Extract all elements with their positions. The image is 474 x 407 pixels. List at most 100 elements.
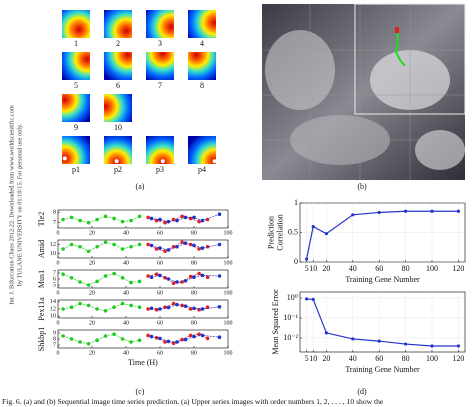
data-point [154,218,159,223]
data-point [120,276,125,280]
data-point [86,249,91,254]
x-tick-label: 100 [224,260,233,266]
x-tick-label: 100 [224,320,233,326]
x-tick-label: 80 [191,230,197,236]
series-line [306,298,459,347]
plot-frame [57,269,229,289]
x-tick-label: 80 [402,264,410,273]
thumbnail-label: 7 [158,81,162,90]
y-tick-label: 8 [53,336,56,342]
y-axis-label: Prediction [266,216,275,249]
y-tick-label: 10⁻² [283,333,298,342]
data-point [146,215,150,220]
data-point [166,305,171,310]
x-tick-label: 20 [89,260,95,266]
data-point [149,334,154,339]
x-tick-label: 5 [305,264,309,273]
data-point [217,242,222,247]
data-point [311,297,315,302]
panel-label: (b) [357,182,367,191]
data-point [69,305,74,310]
x-tick-label: 20 [89,320,95,326]
satellite-image [262,3,466,180]
x-tick-label: 60 [157,230,163,236]
series-line [62,273,140,286]
x-tick-label: 0 [57,290,60,296]
data-point [103,274,108,278]
x-tick-label: 120 [452,264,464,273]
data-point [171,281,176,286]
data-point [137,338,142,343]
data-point [175,244,179,249]
data-point [166,277,171,281]
data-point [192,334,196,339]
data-point [188,274,193,279]
heatmap-thumbnail [188,52,216,80]
data-point [129,303,133,308]
x-tick-label: 100 [224,350,233,356]
data-point [192,243,196,248]
data-point [137,305,142,310]
data-point [120,247,125,251]
series-line [63,215,140,224]
x-tick-label: 100 [426,264,438,273]
x-tick-label: 40 [123,260,129,266]
data-point [158,246,162,250]
data-point [404,342,408,346]
heatmap-thumbnail [104,94,132,122]
x-tick-label: 0 [57,350,60,356]
data-point [146,307,150,311]
x-tick-label: 60 [375,264,383,273]
y-tick-label: 6 [53,276,56,282]
data-point [200,246,205,250]
data-point [112,242,116,247]
y-axis-label: Tle2 [37,212,46,227]
data-point [183,279,188,283]
x-tick-label: 20 [89,230,95,236]
x-tick-label: 60 [157,320,163,326]
x-tick-label: 60 [157,350,163,356]
x-tick-label: 0 [57,260,60,266]
x-tick-label: 10 [309,264,317,273]
x-tick-label: 60 [375,354,383,363]
data-point [78,280,82,284]
heatmap-thumbnail [62,52,90,80]
data-point [171,217,176,222]
x-tick-label: 40 [349,354,357,363]
thumbnail-label: p2 [114,165,122,174]
data-point [137,214,142,219]
data-point [95,307,99,311]
x-tick-label: 40 [349,264,357,273]
data-point [166,219,171,224]
data-point [129,280,133,285]
data-point [197,219,201,224]
data-point [95,217,99,222]
data-point [305,257,309,261]
data-point [61,272,65,277]
data-point [171,341,176,346]
data-point [154,272,159,277]
data-point [154,247,159,251]
data-point [61,217,65,222]
plot-frame [57,329,229,349]
x-axis-label: Time (H) [128,358,158,367]
data-point [158,336,162,341]
y-axis-label: Pex11a [37,297,46,321]
data-point [103,214,108,219]
data-point [61,247,65,251]
data-point [61,307,65,311]
y-tick-label: 9 [53,330,56,336]
thumbnail-label: 5 [74,81,78,90]
data-point [78,218,82,223]
heatmap-thumbnail [62,136,90,164]
data-point [192,215,196,220]
data-point [200,333,205,338]
x-tick-label: 60 [157,260,163,266]
heatmap-thumbnail [104,136,132,164]
x-axis-label: Training Gene Number [345,275,420,284]
y-tick-label: 10 [50,314,56,320]
data-point [137,242,142,247]
data-point [217,274,222,278]
data-point [183,337,188,342]
data-point [69,337,74,341]
